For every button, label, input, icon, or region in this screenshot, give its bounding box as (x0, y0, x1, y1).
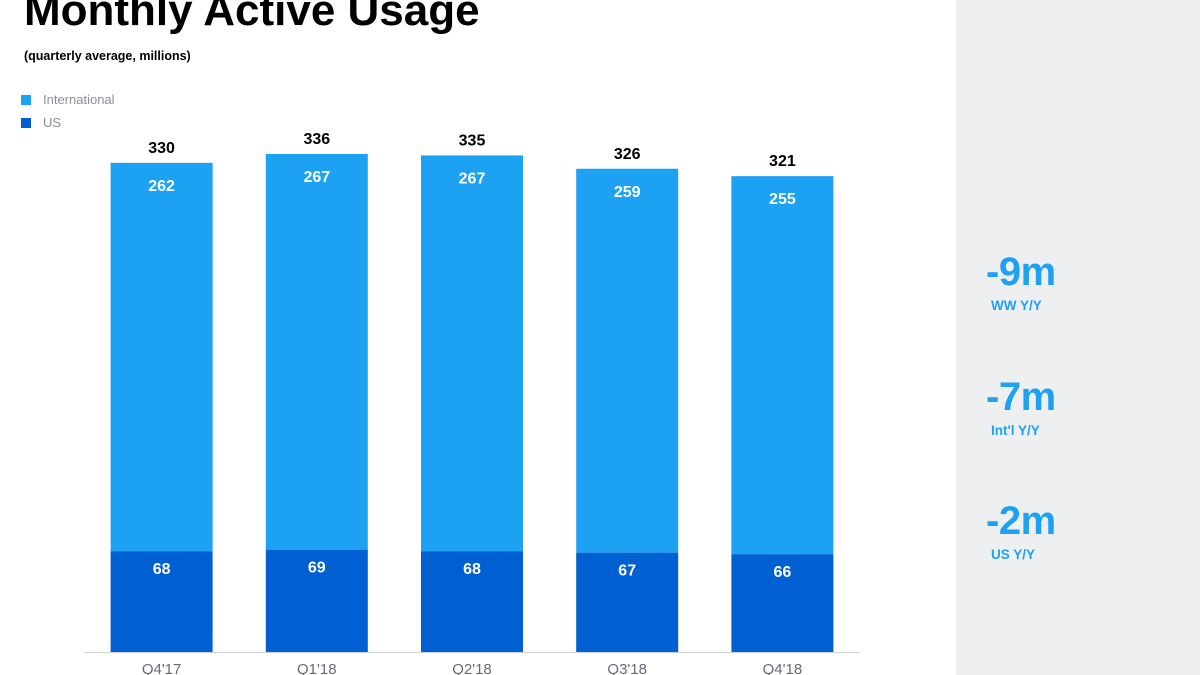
stacked-bar-chart: 68 262 330 Q4'17 69 267 336 Q1'18 68 267 335 Q2'18 6… (84, 131, 860, 675)
bar-international-1 (265, 153, 368, 550)
bar-international-3 (576, 168, 679, 553)
data-label-us-2: 68 (463, 561, 481, 578)
legend-item-international: International (21, 88, 115, 111)
stat-international-label: Int'l Y/Y (991, 423, 1040, 438)
bar-us-3 (576, 552, 679, 652)
legend-swatch-us (21, 117, 31, 128)
stat-international-value: -7m (986, 375, 1056, 419)
data-label-international-2: 267 (459, 170, 486, 187)
bar-us-0 (110, 551, 213, 652)
bar-international-4 (731, 176, 834, 555)
legend-label-us: US (43, 115, 62, 130)
bar-us-4 (731, 554, 834, 652)
stat-international: -7m Int'l Y/Y (986, 377, 1056, 438)
data-label-international-4: 255 (769, 191, 796, 208)
data-label-total-1: 336 (303, 131, 330, 148)
legend-item-us: US (21, 111, 115, 134)
data-label-us-3: 67 (618, 563, 636, 580)
bar-us-2 (421, 551, 523, 652)
x-tick-label-1: Q1'18 (297, 661, 337, 675)
stat-worldwide: -9m WW Y/Y (986, 252, 1056, 313)
chart-legend: International US (21, 88, 115, 134)
chart-subtitle: (quarterly average, millions) (24, 49, 191, 63)
x-tick-label-2: Q2'18 (452, 661, 492, 675)
legend-swatch-international (21, 94, 31, 105)
bar-international-0 (110, 162, 213, 552)
x-tick-label-0: Q4'17 (142, 661, 182, 675)
data-label-us-1: 69 (308, 560, 326, 577)
data-label-international-3: 259 (614, 184, 641, 201)
data-label-total-0: 330 (148, 140, 175, 157)
stat-worldwide-value: -9m (986, 250, 1056, 294)
data-label-us-0: 68 (153, 561, 171, 578)
x-tick-label-3: Q3'18 (607, 661, 647, 675)
data-label-us-4: 66 (774, 564, 792, 581)
stat-worldwide-label: WW Y/Y (991, 298, 1042, 313)
data-label-total-2: 335 (459, 132, 486, 149)
bar-us-1 (265, 549, 368, 652)
stat-us-label: US Y/Y (991, 547, 1036, 562)
data-label-total-3: 326 (614, 146, 641, 163)
x-tick-label-4: Q4'18 (763, 661, 803, 675)
bar-international-2 (421, 155, 523, 552)
data-label-total-4: 321 (769, 153, 796, 170)
data-label-international-1: 267 (303, 169, 330, 186)
stat-us: -2m US Y/Y (986, 501, 1056, 562)
data-label-international-0: 262 (148, 178, 175, 195)
legend-label-international: International (43, 92, 115, 107)
stat-us-value: -2m (986, 499, 1056, 543)
chart-title: Monthly Active Usage (24, 0, 480, 35)
stats-panel: -9m WW Y/Y -7m Int'l Y/Y -2m US Y/Y (956, 0, 1200, 675)
